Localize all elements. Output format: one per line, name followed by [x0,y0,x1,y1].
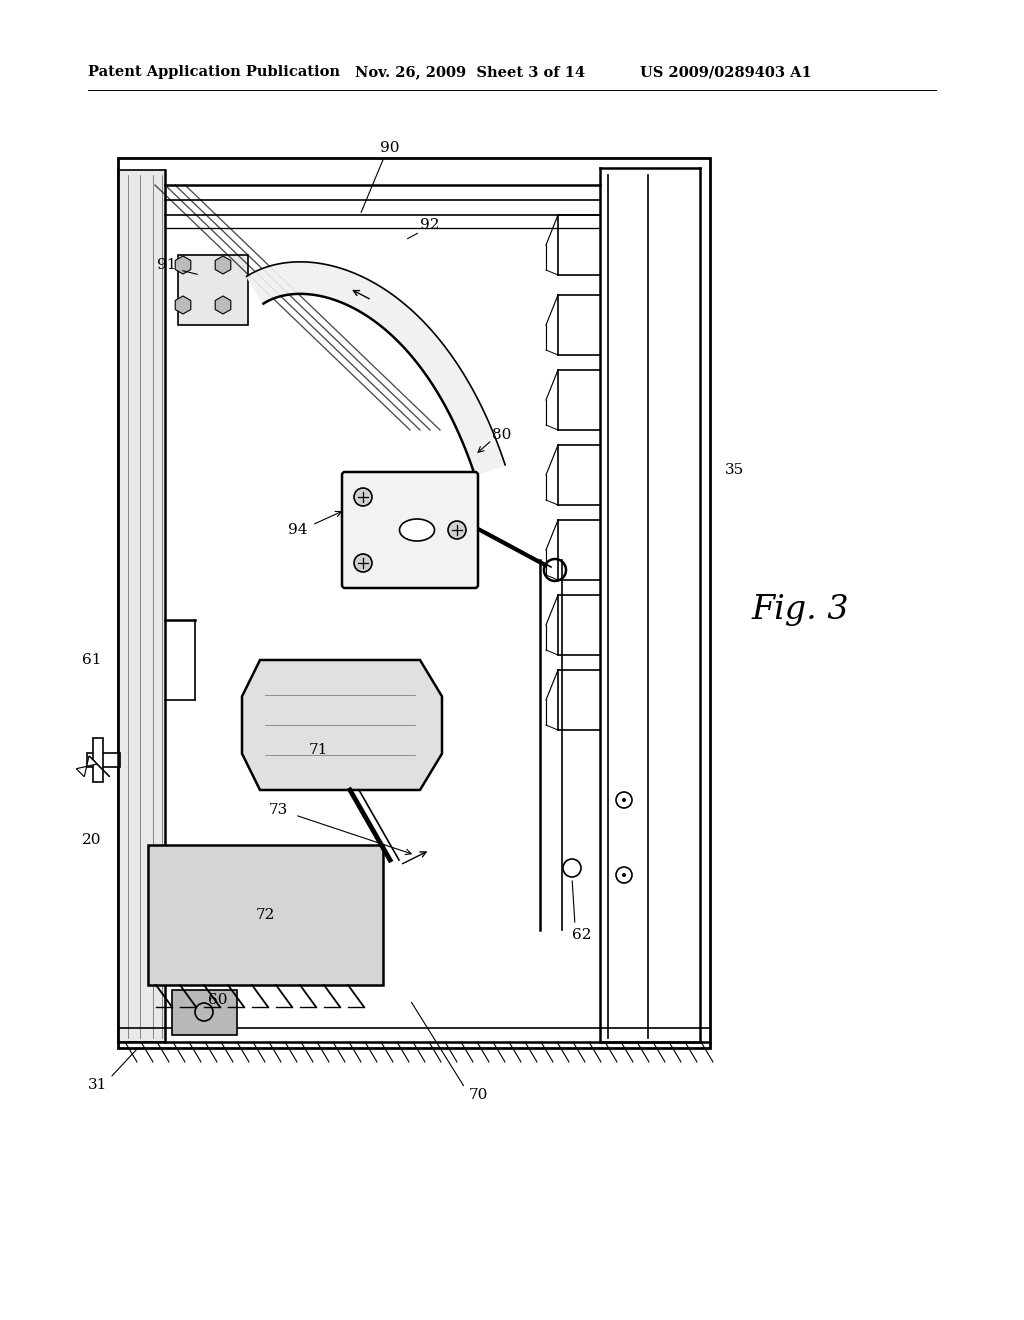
Text: 91: 91 [158,257,177,272]
Text: 90: 90 [380,141,399,154]
Polygon shape [93,738,103,781]
Text: 73: 73 [268,803,288,817]
Bar [172,990,237,1035]
Text: 70: 70 [468,1088,487,1102]
Text: 35: 35 [725,463,744,477]
Circle shape [622,799,626,803]
Polygon shape [242,660,442,789]
Circle shape [449,521,466,539]
Text: 94: 94 [288,523,308,537]
Text: Fig. 3: Fig. 3 [752,594,849,626]
Bar [148,845,383,985]
Polygon shape [89,756,110,776]
Text: 92: 92 [420,218,439,232]
Text: Patent Application Publication: Patent Application Publication [88,65,340,79]
Text: Nov. 26, 2009  Sheet 3 of 14: Nov. 26, 2009 Sheet 3 of 14 [355,65,585,79]
Text: 80: 80 [493,428,512,442]
Bar [118,158,710,1048]
Text: 20: 20 [82,833,101,847]
Text: 61: 61 [82,653,101,667]
Polygon shape [87,752,120,767]
FancyBboxPatch shape [342,473,478,587]
Polygon shape [247,261,505,475]
Text: 72: 72 [255,908,274,921]
Text: 60: 60 [208,993,227,1007]
Circle shape [354,554,372,572]
Circle shape [354,488,372,506]
Text: 71: 71 [308,743,328,756]
Text: 31: 31 [88,1078,108,1092]
Text: US 2009/0289403 A1: US 2009/0289403 A1 [640,65,812,79]
Polygon shape [76,756,97,776]
Ellipse shape [399,519,434,541]
Circle shape [622,873,626,876]
Bar [178,255,248,325]
Text: 62: 62 [572,928,592,942]
